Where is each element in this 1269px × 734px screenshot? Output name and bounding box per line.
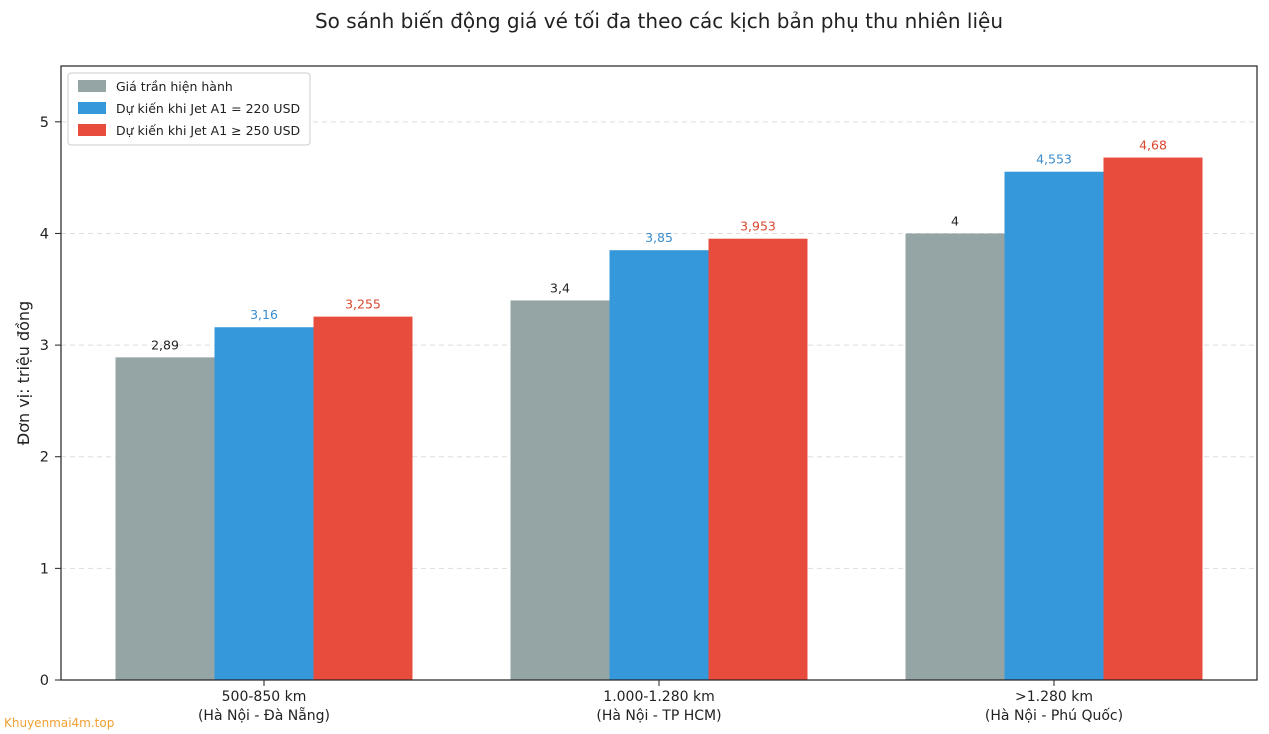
data-label: 3,953	[740, 219, 776, 234]
watermark: Khuyenmai4m.top	[4, 716, 114, 730]
legend-swatch	[78, 102, 106, 114]
bar	[510, 300, 610, 680]
x-tick-label: (Hà Nội - Đà Nẵng)	[198, 707, 330, 724]
bar	[905, 233, 1005, 681]
legend-box	[67, 72, 311, 146]
x-tick-label: (Hà Nội - Phú Quốc)	[985, 707, 1123, 724]
legend-swatch	[78, 124, 106, 136]
data-label: 4	[951, 213, 959, 228]
bar	[214, 327, 314, 680]
y-tick-label: 3	[40, 338, 49, 354]
data-label: 3,85	[645, 230, 673, 245]
bar	[708, 238, 808, 680]
data-label: 3,255	[345, 297, 381, 312]
data-label: 3,4	[550, 280, 570, 295]
y-tick-label: 1	[40, 561, 49, 577]
x-axis-ticks: 500-850 km (Hà Nội - Đà Nẵng) 1.000-1.280 …	[198, 680, 1123, 724]
data-labels: 2,89 3,16 3,255 3,4 3,85 3,953 4 4,553 4,68	[151, 138, 1167, 353]
chart-title: So sánh biến động giá vé tối đa theo các…	[315, 9, 1003, 33]
data-label: 4,553	[1036, 152, 1072, 167]
bar	[313, 316, 413, 680]
legend: Giá trần hiện hành Dự kiến khi Jet A1 = 2…	[67, 72, 311, 146]
x-tick-label: (Hà Nội - TP HCM)	[596, 708, 721, 724]
bar	[1103, 157, 1203, 681]
y-tick-label: 5	[40, 115, 49, 131]
legend-swatch	[78, 80, 106, 92]
x-tick-label: 500-850 km	[222, 689, 307, 705]
legend-label: Dự kiến khi Jet A1 = 220 USD	[116, 101, 300, 116]
x-tick-label: >1.280 km	[1015, 689, 1093, 705]
data-label: 2,89	[151, 337, 179, 352]
bars	[115, 157, 1203, 681]
y-axis-ticks: 0 1 2 3 4 5	[40, 115, 61, 689]
bar	[115, 357, 215, 680]
legend-label: Dự kiến khi Jet A1 ≥ 250 USD	[116, 123, 300, 138]
bar	[609, 250, 709, 680]
y-tick-label: 2	[40, 450, 49, 466]
data-label: 4,68	[1139, 138, 1167, 153]
data-label: 3,16	[250, 307, 278, 322]
y-tick-label: 0	[40, 673, 49, 689]
x-tick-label: 1.000-1.280 km	[603, 689, 714, 705]
legend-label: Giá trần hiện hành	[116, 79, 233, 94]
bar	[1004, 171, 1104, 680]
y-axis-label: Đơn vị: triệu đồng	[14, 301, 33, 445]
y-tick-label: 4	[40, 226, 49, 242]
